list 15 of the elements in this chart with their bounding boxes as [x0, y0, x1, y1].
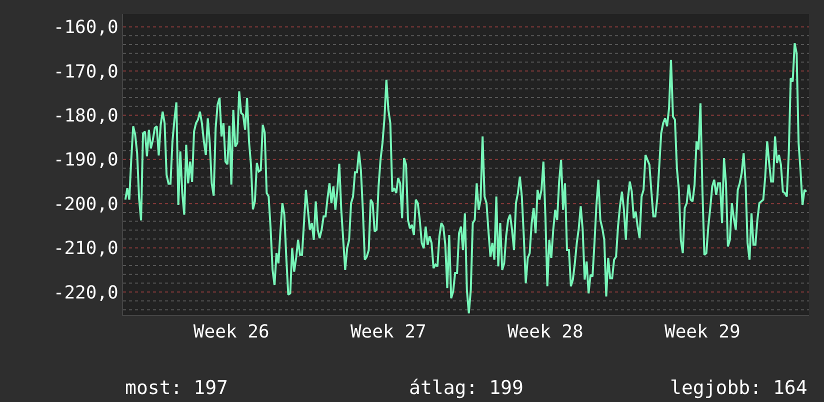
y-tick-label: -210,0	[53, 238, 118, 260]
text: legjobb: 164	[670, 377, 808, 399]
text: átlag: 199	[409, 377, 524, 399]
x-tick-label: Week 28	[507, 322, 584, 343]
y-tick-label: -200,0	[53, 194, 118, 215]
y-tick-label: -180,0	[53, 106, 118, 127]
text: most: 197	[125, 377, 228, 399]
y-tick-label: -160,0	[53, 17, 118, 38]
y-tick-label: -190,0	[53, 150, 118, 171]
x-tick-label: Week 27	[350, 322, 426, 343]
x-tick-label: Week 26	[193, 322, 270, 343]
line-series	[124, 42, 808, 314]
x-tick-label: Week 29	[664, 322, 740, 343]
y-tick-label: -220,0	[53, 282, 118, 304]
y-tick-label: -170,0	[53, 61, 118, 82]
